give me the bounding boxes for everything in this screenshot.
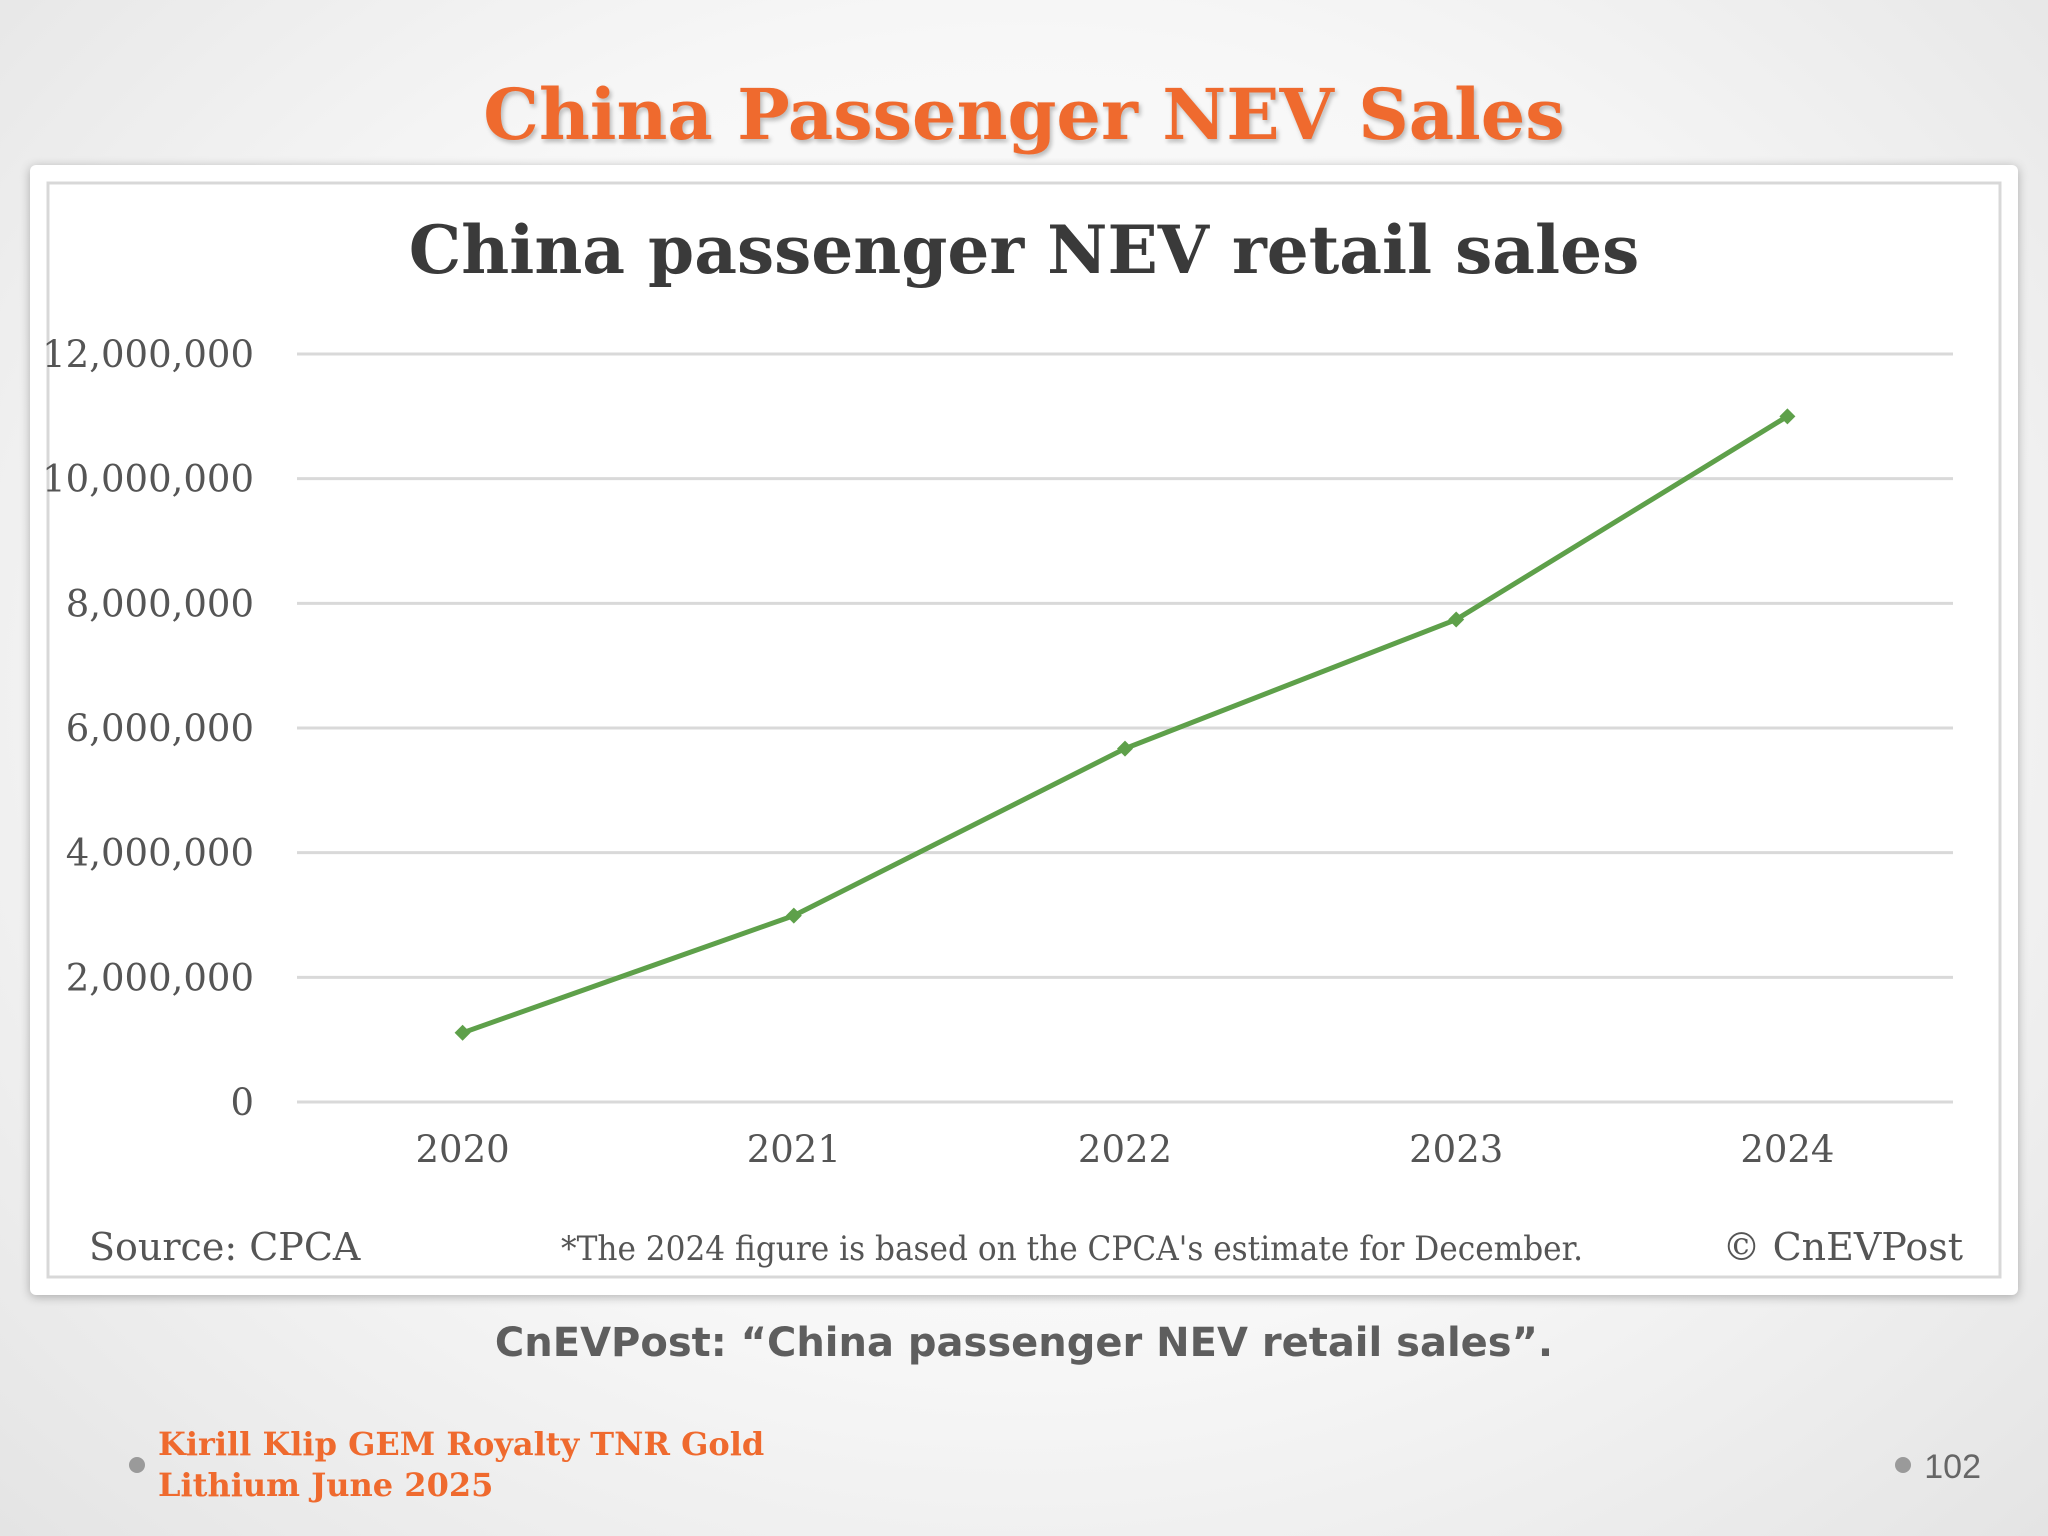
chart-footnote: *The 2024 figure is based on the CPCA's … <box>561 1229 1583 1269</box>
y-axis-tick-labels: 0 2,000,000 4,000,000 6,000,000 8,000,000 10,… <box>42 333 254 1124</box>
y-tick-label: 12,000,000 <box>42 333 254 376</box>
gridlines <box>297 352 1953 1104</box>
y-tick-label: 4,000,000 <box>66 832 254 875</box>
chart-frame <box>46 181 2002 1279</box>
x-axis-tick-labels: 2020 2021 2022 2023 2024 <box>416 1128 1835 1171</box>
series-line <box>461 414 1789 1036</box>
data-point-marker <box>454 1024 471 1041</box>
x-tick-label: 2020 <box>416 1128 510 1171</box>
data-point-marker <box>1448 611 1465 628</box>
footer-bullet-icon <box>129 1457 145 1473</box>
data-point-marker <box>1117 740 1133 757</box>
data-point-marker <box>785 907 802 924</box>
chart-title: China passenger NEV retail sales <box>409 211 1640 289</box>
series-group <box>454 408 1796 1041</box>
line-chart: China passenger NEV retail sales 0 2,000,… <box>42 181 2002 1279</box>
footer-attribution: Kirill Klip GEM Royalty TNR Gold Lithium… <box>158 1424 858 1506</box>
x-tick-label: 2022 <box>1078 1128 1172 1171</box>
y-tick-label: 6,000,000 <box>66 707 254 750</box>
x-tick-label: 2021 <box>747 1128 841 1171</box>
page-number: 102 <box>1924 1448 1981 1486</box>
slide-title: China Passenger NEV Sales <box>483 73 1565 156</box>
data-point-marker <box>1779 408 1796 425</box>
footer-line-2: Lithium June 2025 <box>158 1466 494 1504</box>
slide-caption: CnEVPost: “China passenger NEV retail sa… <box>494 1320 1554 1366</box>
y-tick-label: 10,000,000 <box>42 458 254 501</box>
y-tick-label: 8,000,000 <box>66 582 254 625</box>
page-number-bullet-icon <box>1895 1457 1911 1473</box>
footer-line-1: Kirill Klip GEM Royalty TNR Gold <box>158 1425 765 1463</box>
chart-card: China passenger NEV retail sales 0 2,000,… <box>30 165 2018 1295</box>
x-tick-label: 2024 <box>1740 1128 1834 1171</box>
y-tick-label: 2,000,000 <box>66 956 254 999</box>
chart-copyright: © CnEVPost <box>1723 1225 1964 1269</box>
chart-source-note: Source: CPCA <box>89 1225 361 1269</box>
y-tick-label: 0 <box>230 1081 254 1124</box>
x-tick-label: 2023 <box>1409 1128 1503 1171</box>
